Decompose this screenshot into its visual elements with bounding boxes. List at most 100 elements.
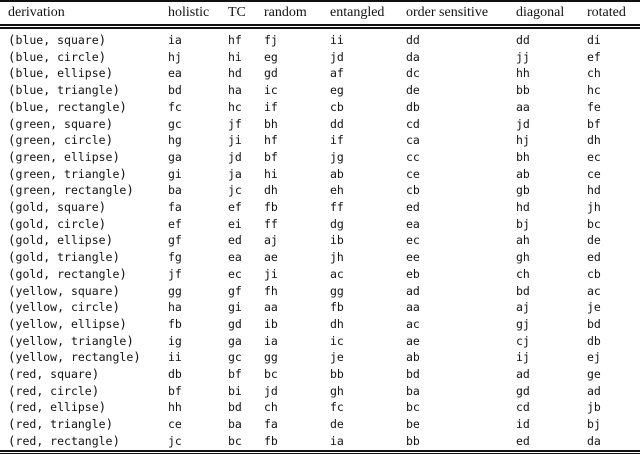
value-cell: ej	[587, 350, 601, 365]
value-cell: fc	[168, 99, 182, 114]
close-paren: )	[126, 332, 134, 348]
value-cell: gi	[168, 166, 182, 181]
value-cell: id	[516, 417, 530, 432]
value-cell: gc	[168, 116, 182, 131]
value-cell: ii	[330, 33, 344, 47]
value-cell: ad	[587, 383, 601, 398]
table-row: (gold, rectangle) jf ec ji ac eb ch cb	[0, 266, 640, 283]
value-cell: ec	[406, 233, 420, 248]
value-cell: ad	[516, 367, 530, 382]
value-cell: jf	[228, 116, 242, 131]
value-cell: ia	[168, 33, 182, 47]
value-cell: cb	[587, 266, 601, 281]
value-cell: ah	[516, 233, 530, 248]
derivation-separator: ,	[43, 216, 58, 231]
open-paren: (	[8, 65, 16, 81]
value-cell: hd	[228, 66, 242, 81]
value-cell: bd	[587, 316, 601, 331]
value-cell: je	[330, 350, 344, 365]
derivation-separator: ,	[36, 433, 51, 448]
close-paren: )	[98, 399, 107, 415]
value-cell: ja	[228, 166, 242, 181]
value-cell: ff	[264, 216, 278, 231]
value-cell: jh	[330, 250, 344, 265]
value-cell: bh	[264, 116, 278, 131]
derivation-shape: ellipse	[57, 66, 106, 81]
value-cell: ae	[406, 333, 420, 348]
value-cell: db	[406, 99, 420, 114]
table-row: (yellow, circle) ha gi aa fb aa aj je	[0, 299, 640, 316]
close-paren: )	[119, 315, 127, 331]
table-row: (gold, circle) ef ei ff dg ea bj bc	[0, 216, 640, 233]
value-cell: gc	[228, 350, 242, 365]
value-cell: ec	[228, 266, 242, 281]
open-paren: (	[8, 399, 16, 415]
column-header-holistic: holistic	[168, 1, 228, 29]
derivation-color: gold	[15, 250, 44, 265]
derivation-color: gold	[15, 233, 44, 248]
value-cell: jj	[516, 49, 530, 64]
close-paren: )	[133, 349, 141, 365]
derivation-separator: ,	[36, 383, 51, 398]
open-paren: (	[8, 32, 16, 47]
value-cell: jd	[228, 149, 242, 164]
value-cell: gd	[264, 66, 278, 81]
value-cell: ji	[228, 133, 242, 148]
derivation-shape: ellipse	[70, 316, 120, 331]
value-cell: fj	[264, 33, 278, 47]
derivation-shape: rectangle	[57, 99, 120, 114]
derivation-cell: (green, circle)	[0, 132, 168, 149]
value-cell: gg	[330, 283, 344, 298]
value-cell: di	[587, 33, 601, 47]
open-paren: (	[8, 416, 16, 432]
derivation-cell: (green, ellipse)	[0, 149, 168, 166]
value-cell: jc	[168, 433, 182, 448]
table-row: (yellow, triangle) ig ga ia ic ae cj db	[0, 333, 640, 350]
table-row: (green, triangle) gi ja hi ab ce ab ce	[0, 166, 640, 183]
table-row: (green, rectangle) ba jc dh eh cb gb hd	[0, 182, 640, 199]
close-paren: )	[105, 232, 114, 248]
value-cell: fb	[168, 316, 182, 331]
value-cell: eh	[330, 183, 344, 198]
table-row: (yellow, square) gg gf fh gg ad bd ac	[0, 283, 640, 300]
derivation-shape: triangle	[57, 83, 113, 98]
table-row: (blue, ellipse) ea hd gd af dc hh ch	[0, 65, 640, 82]
close-paren: )	[112, 282, 121, 298]
derivation-shape: circle	[57, 216, 99, 231]
derivation-shape: triangle	[57, 250, 113, 265]
value-cell: bc	[587, 216, 601, 231]
derivation-cell: (blue, circle)	[0, 49, 168, 66]
value-cell: bd	[168, 83, 182, 98]
derivation-shape: circle	[50, 383, 92, 398]
close-paren: )	[98, 215, 107, 231]
open-paren: (	[8, 315, 16, 331]
open-paren: (	[8, 282, 16, 298]
value-cell: db	[168, 367, 182, 382]
value-cell: fb	[264, 200, 278, 215]
derivation-cell: (green, triangle)	[0, 166, 168, 183]
header-row: derivation holistic TC random entangled order…	[0, 1, 640, 29]
open-paren: (	[8, 432, 16, 448]
value-cell: ba	[168, 183, 182, 198]
value-cell: bf	[587, 116, 601, 131]
value-cell: ad	[406, 283, 420, 298]
value-cell: cd	[516, 400, 530, 415]
column-header-order-sensitive: order sensitive	[406, 1, 516, 29]
derivation-cell: (yellow, ellipse)	[0, 316, 168, 333]
value-cell: if	[264, 99, 278, 114]
value-cell: bb	[330, 367, 344, 382]
derivation-shape: rectangle	[70, 350, 134, 365]
value-cell: gd	[516, 383, 530, 398]
table-row: (red, ellipse) hh bd ch fc bc cd jb	[0, 399, 640, 416]
derivation-separator: ,	[36, 400, 51, 415]
derivation-color: yellow	[15, 350, 58, 365]
derivation-separator: ,	[43, 66, 58, 81]
value-cell: fe	[587, 99, 601, 114]
value-cell: fh	[264, 283, 278, 298]
table-row: (red, rectangle) jc bc fb ia bb ed da	[0, 433, 640, 452]
derivation-separator: ,	[57, 316, 71, 331]
value-cell: aj	[516, 300, 530, 315]
value-cell: ge	[587, 367, 601, 382]
value-cell: dh	[587, 133, 601, 148]
